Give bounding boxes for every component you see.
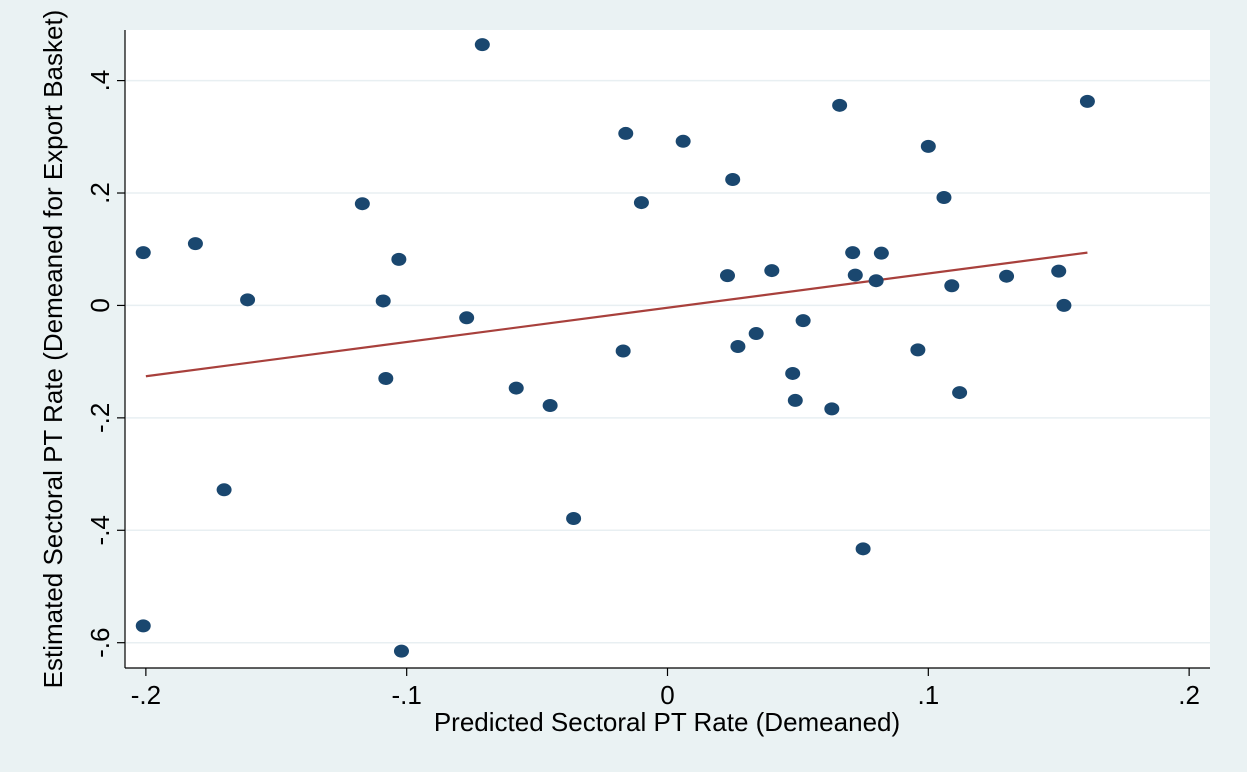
scatter-point-6	[375, 294, 391, 308]
y-tick-label-0: -.6	[85, 628, 115, 658]
scatter-point-40	[1051, 264, 1067, 278]
scatter-point-7	[378, 372, 394, 386]
scatter-point-9	[393, 644, 409, 658]
y-axis-title: Estimated Sectoral PT Rate (Demeaned for…	[38, 10, 68, 689]
scatter-point-28	[832, 98, 848, 112]
y-tick-label-5: .4	[85, 70, 115, 92]
scatter-point-26	[795, 314, 811, 328]
ticks: -.6 -.4 -.2 0 .2 .4 -.2 -.1 0 .1 .2	[85, 70, 1200, 710]
plot-area	[125, 30, 1210, 668]
scatter-point-17	[633, 196, 649, 210]
scatter-point-37	[944, 279, 960, 293]
scatter-point-22	[748, 327, 764, 341]
scatter-point-32	[868, 274, 884, 288]
scatter-point-4	[240, 293, 256, 307]
x-tick-label-4: .2	[1178, 680, 1200, 710]
scatter-point-39	[999, 269, 1015, 283]
y-tick-label-4: .2	[85, 182, 115, 204]
scatter-point-31	[855, 542, 871, 556]
fit-line	[145, 251, 1088, 378]
scatter-point-29	[845, 246, 861, 260]
scatter-point-15	[615, 344, 631, 358]
scatter-point-38	[952, 386, 968, 400]
scatter-point-42	[1079, 94, 1095, 108]
scatter-point-41	[1056, 298, 1072, 312]
scatter-point-19	[719, 269, 735, 283]
scatter-point-3	[216, 483, 232, 497]
scatter-point-36	[936, 191, 952, 205]
scatter-point-13	[542, 398, 558, 412]
data-points	[135, 38, 1095, 658]
scatter-point-33	[873, 246, 889, 260]
scatter-point-5	[354, 197, 370, 211]
scatter-point-35	[920, 139, 936, 153]
scatter-point-18	[675, 134, 691, 148]
fitted-line	[145, 251, 1088, 378]
scatter-point-30	[847, 268, 863, 282]
y-tick-label-3: 0	[85, 298, 115, 312]
scatter-point-12	[508, 381, 524, 395]
scatter-point-0	[135, 246, 151, 260]
scatter-point-11	[474, 38, 490, 52]
grid-lines	[126, 79, 1210, 644]
scatter-point-8	[391, 252, 407, 266]
scatter-point-2	[187, 237, 203, 251]
scatter-point-16	[618, 126, 634, 140]
scatter-point-23	[764, 264, 780, 278]
scatter-point-20	[725, 173, 741, 187]
x-tick-label-1: -.1	[392, 680, 422, 710]
scatter-point-14	[566, 511, 582, 525]
scatter-point-27	[824, 402, 840, 416]
y-tick-label-1: -.4	[85, 515, 115, 545]
scatter-point-24	[785, 366, 801, 380]
scatter-point-34	[910, 343, 926, 357]
x-tick-label-2: 0	[660, 680, 674, 710]
scatter-point-21	[730, 339, 746, 353]
scatter-point-1	[135, 619, 151, 633]
x-axis-title: Predicted Sectoral PT Rate (Demeaned)	[434, 707, 900, 737]
scatter-point-25	[787, 393, 803, 407]
x-tick-label-3: .1	[917, 680, 939, 710]
scatter-point-10	[459, 311, 475, 325]
y-tick-label-2: -.2	[85, 403, 115, 433]
x-tick-label-0: -.2	[131, 680, 161, 710]
